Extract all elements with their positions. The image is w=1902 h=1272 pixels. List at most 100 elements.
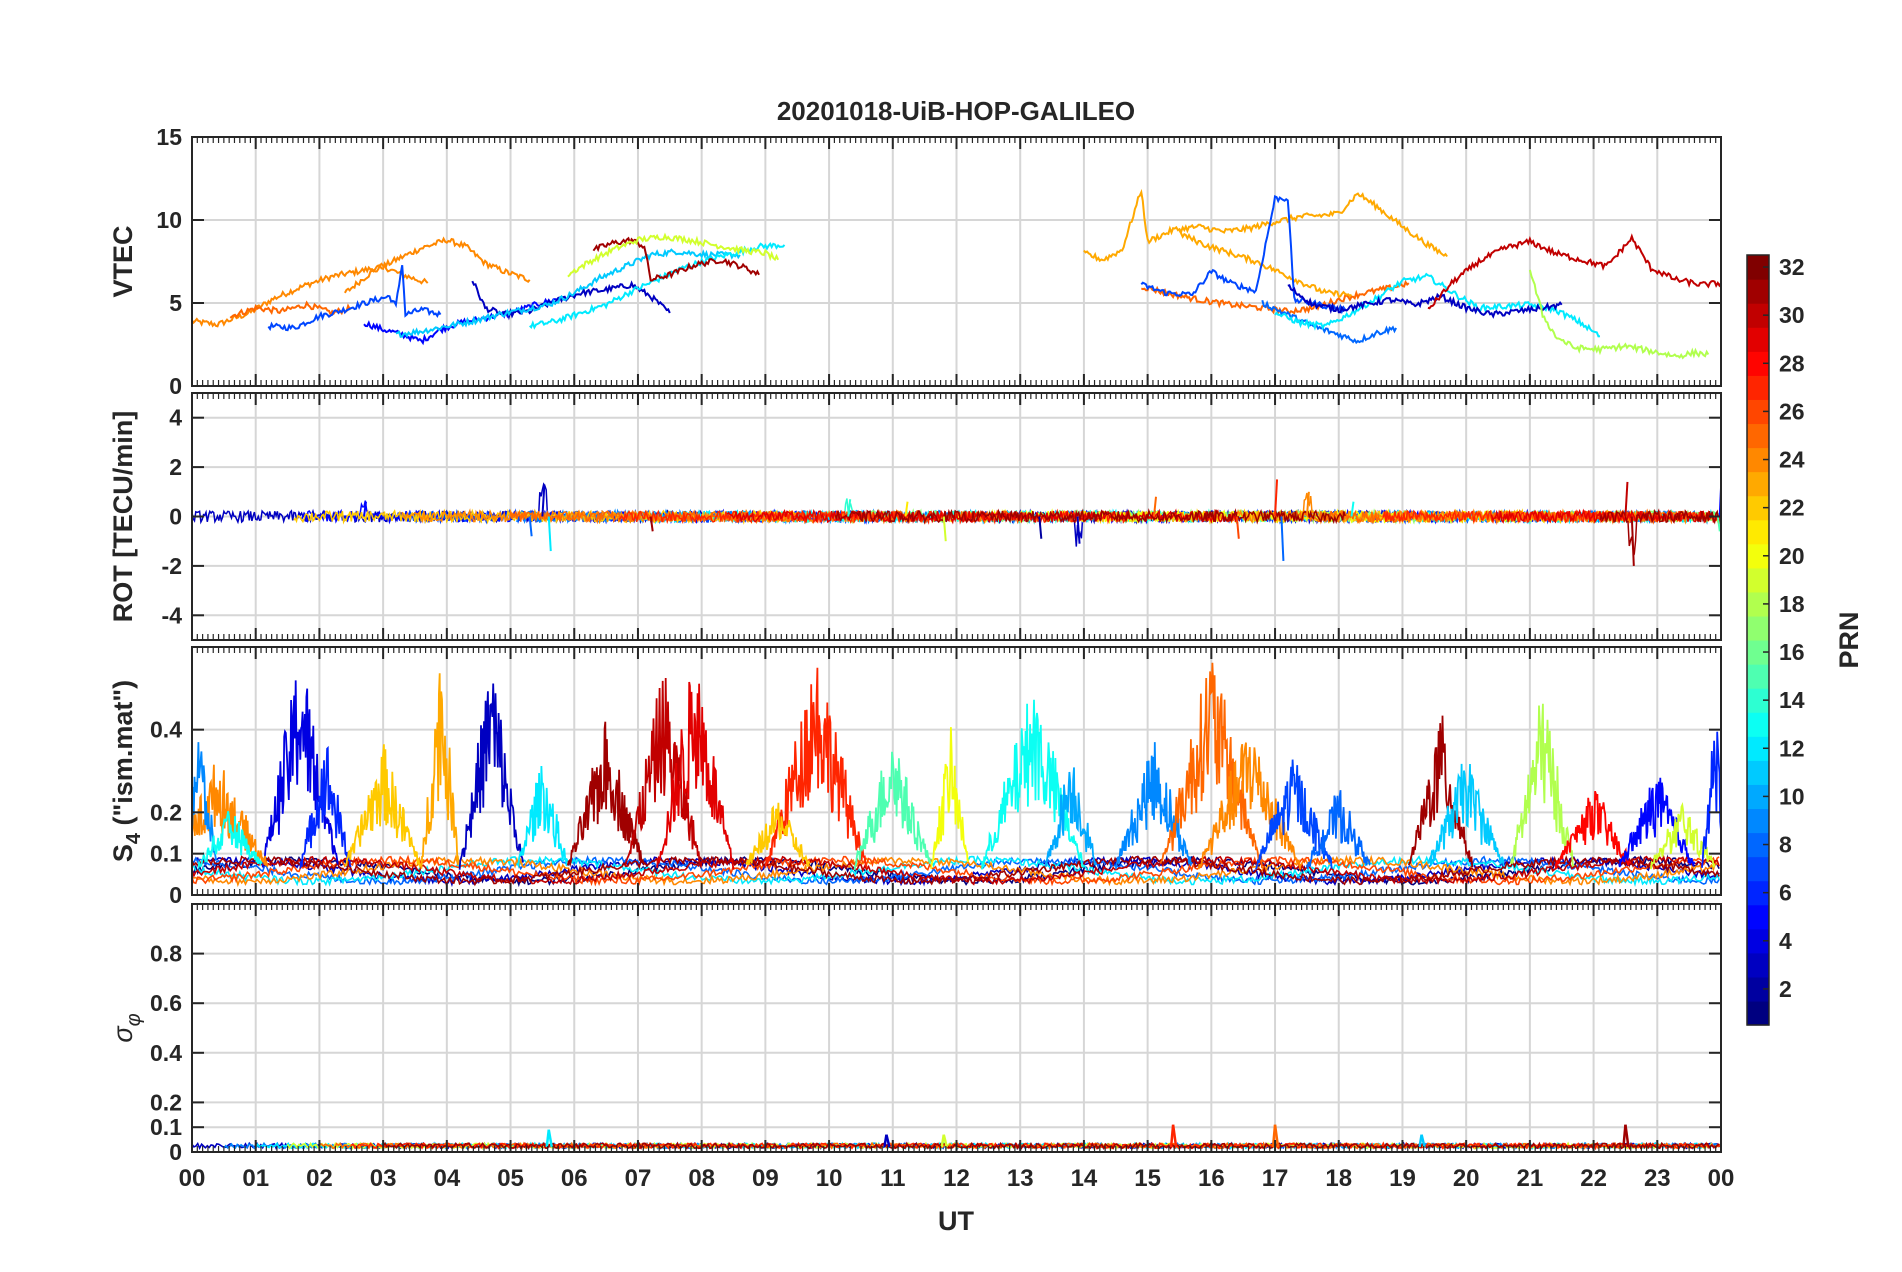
colorbar-swatch (1747, 784, 1769, 810)
rot-spike-prn-26 (1235, 516, 1240, 539)
rot-spike-prn-5 (363, 501, 368, 517)
y-tick-label-sigphi: 0.8 (150, 941, 182, 967)
x-tick-label: 06 (561, 1165, 588, 1192)
x-tick-label: 12 (943, 1165, 970, 1192)
colorbar-tick-label: 24 (1779, 447, 1805, 473)
y-label-sub: φ (123, 1013, 145, 1026)
colorbar-swatch (1747, 928, 1769, 954)
x-tick-label: 08 (688, 1165, 715, 1192)
rot-spike-prn-19 (942, 516, 947, 542)
sigphi-spike-prn-11 (1420, 1134, 1426, 1148)
x-tick-label: 00 (1708, 1165, 1735, 1192)
y-tick-label-sigphi: 0.2 (150, 1089, 182, 1115)
colorbar-swatch (1747, 1000, 1769, 1026)
s4-burst-prn-6 (1701, 731, 1721, 868)
vtec-line-prn-3 (1287, 284, 1563, 319)
sigphi-spike-prn-25 (1273, 1124, 1280, 1148)
y-tick-label-s4: 0 (169, 882, 182, 908)
s4-burst-prn-13 (981, 699, 1085, 870)
colorbar-swatch (1747, 255, 1769, 280)
s4-burst-prn-24 (192, 764, 269, 868)
colorbar-swatch (1747, 519, 1769, 545)
rot-spike-prn-2 (1038, 516, 1043, 539)
vtec-line-prn-11 (395, 248, 741, 338)
colorbar-tick-label: 6 (1779, 880, 1792, 906)
rot-line-prn-27 (618, 508, 1130, 525)
s4-burst-prn-22 (745, 802, 811, 868)
rot-spike-prn-31 (649, 516, 654, 532)
colorbar-tick-label: 2 (1779, 976, 1792, 1002)
colorbar-swatch (1747, 760, 1769, 785)
y-label-rest: ("ism.mat") (108, 680, 138, 833)
vtec-line-prn-25 (229, 300, 352, 319)
y-tick-label-vtec: 15 (156, 124, 182, 150)
s4-burst-prn-6 (299, 745, 352, 869)
s4-burst-prn-8 (1306, 790, 1371, 869)
y-axis-label-s4: S4 ("ism.mat") (108, 680, 145, 862)
colorbar-swatch (1747, 567, 1769, 593)
rot-spike-prn-14 (847, 499, 852, 517)
colorbar-swatch (1747, 303, 1769, 328)
colorbar-tick-label: 8 (1779, 832, 1792, 858)
colorbar-swatch (1747, 664, 1769, 689)
x-tick-label: 04 (433, 1165, 460, 1192)
y-tick-label-s4: 0.1 (150, 841, 182, 867)
x-tick-label: 18 (1325, 1165, 1352, 1192)
x-tick-label: 09 (752, 1165, 779, 1192)
rot-line-prn-31 (1599, 508, 1721, 556)
colorbar-swatch (1747, 712, 1769, 737)
colorbar-swatch (1747, 471, 1769, 497)
vtec-line-prn-23 (1083, 188, 1448, 263)
vtec-line-prn-23 (1178, 230, 1353, 298)
y-tick-label-vtec: 10 (156, 207, 182, 233)
vtec-line-prn-7 (1140, 194, 1346, 315)
s4-burst-prn-12 (516, 765, 568, 869)
s4-burst-prn-7 (1255, 759, 1333, 870)
vtec-series-group (192, 188, 1721, 360)
vtec-line-prn-8 (1261, 299, 1397, 345)
y-axis-label-sigphi: σφ (108, 1013, 145, 1042)
vtec-line-prn-3 (471, 280, 671, 321)
sigphi-spike-prn-12 (547, 1129, 553, 1148)
colorbar-tick-label: 30 (1779, 302, 1805, 328)
vtec-line-prn-7 (267, 265, 442, 332)
y-tick-label-sigphi: 0.6 (150, 990, 182, 1016)
s4-burst-prn-31 (567, 721, 646, 868)
colorbar-tick-label: 22 (1779, 495, 1805, 521)
x-tick-label: 05 (497, 1165, 524, 1192)
rot-spike-prn-3 (1076, 516, 1081, 544)
sigphi-line-prn-31 (382, 1141, 1720, 1151)
s4-burst-prn-9 (192, 742, 217, 861)
s4-burst-prn-15 (853, 751, 932, 871)
y-tick-label-vtec: 0 (169, 373, 182, 399)
y-tick-label-s4: 0.4 (150, 717, 182, 743)
rot-spike-prn-3 (541, 484, 546, 517)
vtec-line-prn-30 (1427, 233, 1721, 310)
y-axis-label-vtec: VTEC (108, 225, 138, 297)
y-tick-label-rot: 2 (169, 454, 182, 480)
s4-series-group (192, 662, 1721, 888)
colorbar-swatch (1747, 808, 1769, 834)
y-tick-label-rot: -2 (162, 553, 182, 579)
y-tick-label-sigphi: 0.1 (150, 1114, 182, 1140)
colorbar-tick-label: 28 (1779, 350, 1805, 376)
rot-spike-prn-27 (1274, 479, 1279, 517)
s4-burst-prn-29 (656, 681, 735, 870)
s4-burst-prn-9 (1114, 742, 1193, 870)
grid-layer (192, 137, 1721, 1152)
s4-burst-prn-31 (1407, 715, 1474, 868)
colorbar-tick-label: 14 (1779, 687, 1805, 713)
vtec-line-prn-5 (363, 297, 562, 346)
x-tick-label: 22 (1580, 1165, 1607, 1192)
y-tick-label-rot: 0 (169, 504, 182, 530)
colorbar-swatch (1747, 856, 1769, 882)
colorbar-swatch (1747, 351, 1769, 376)
s4-burst-prn-18 (1509, 703, 1575, 868)
colorbar-swatch (1747, 327, 1769, 352)
chart-title: 20201018-UiB-HOP-GALILEO (777, 96, 1135, 126)
rot-spike-prn-13 (1350, 501, 1355, 517)
sigphi-spike-prn-31 (1624, 1124, 1630, 1148)
colorbar-tick-label: 12 (1779, 735, 1805, 761)
colorbar-swatch (1747, 640, 1769, 665)
